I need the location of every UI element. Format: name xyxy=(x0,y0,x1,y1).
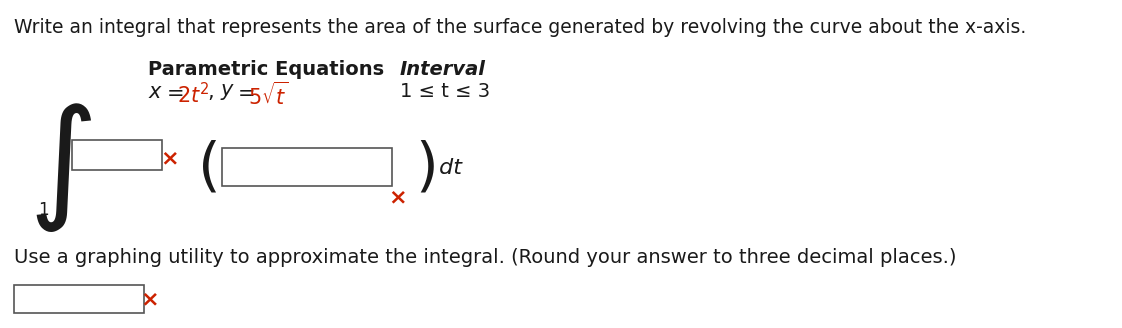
Text: dt: dt xyxy=(432,158,462,178)
Text: 1 ≤ t ≤ 3: 1 ≤ t ≤ 3 xyxy=(401,82,490,101)
Text: Write an integral that represents the area of the surface generated by revolving: Write an integral that represents the ar… xyxy=(13,18,1027,37)
Text: $= $: $= $ xyxy=(233,82,255,102)
FancyBboxPatch shape xyxy=(13,285,144,313)
FancyBboxPatch shape xyxy=(72,140,162,170)
Text: $2t^2$: $2t^2$ xyxy=(177,82,210,107)
Text: $,$: $,$ xyxy=(206,82,213,102)
Text: ×: × xyxy=(140,289,159,309)
Text: $x$: $x$ xyxy=(148,82,163,102)
Text: ×: × xyxy=(388,187,407,207)
Text: $= $: $= $ xyxy=(162,82,183,102)
Text: $5\sqrt{t}$: $5\sqrt{t}$ xyxy=(248,82,288,109)
Text: ): ) xyxy=(415,139,438,196)
Text: 1: 1 xyxy=(38,201,48,219)
Text: (: ( xyxy=(197,139,221,196)
Text: $\int$: $\int$ xyxy=(28,101,92,235)
Text: $y$: $y$ xyxy=(220,82,236,102)
Text: Use a graphing utility to approximate the integral. (Round your answer to three : Use a graphing utility to approximate th… xyxy=(13,248,956,267)
FancyBboxPatch shape xyxy=(222,148,392,186)
Text: ×: × xyxy=(160,148,180,168)
Text: Interval: Interval xyxy=(401,60,486,79)
Text: Parametric Equations: Parametric Equations xyxy=(148,60,384,79)
